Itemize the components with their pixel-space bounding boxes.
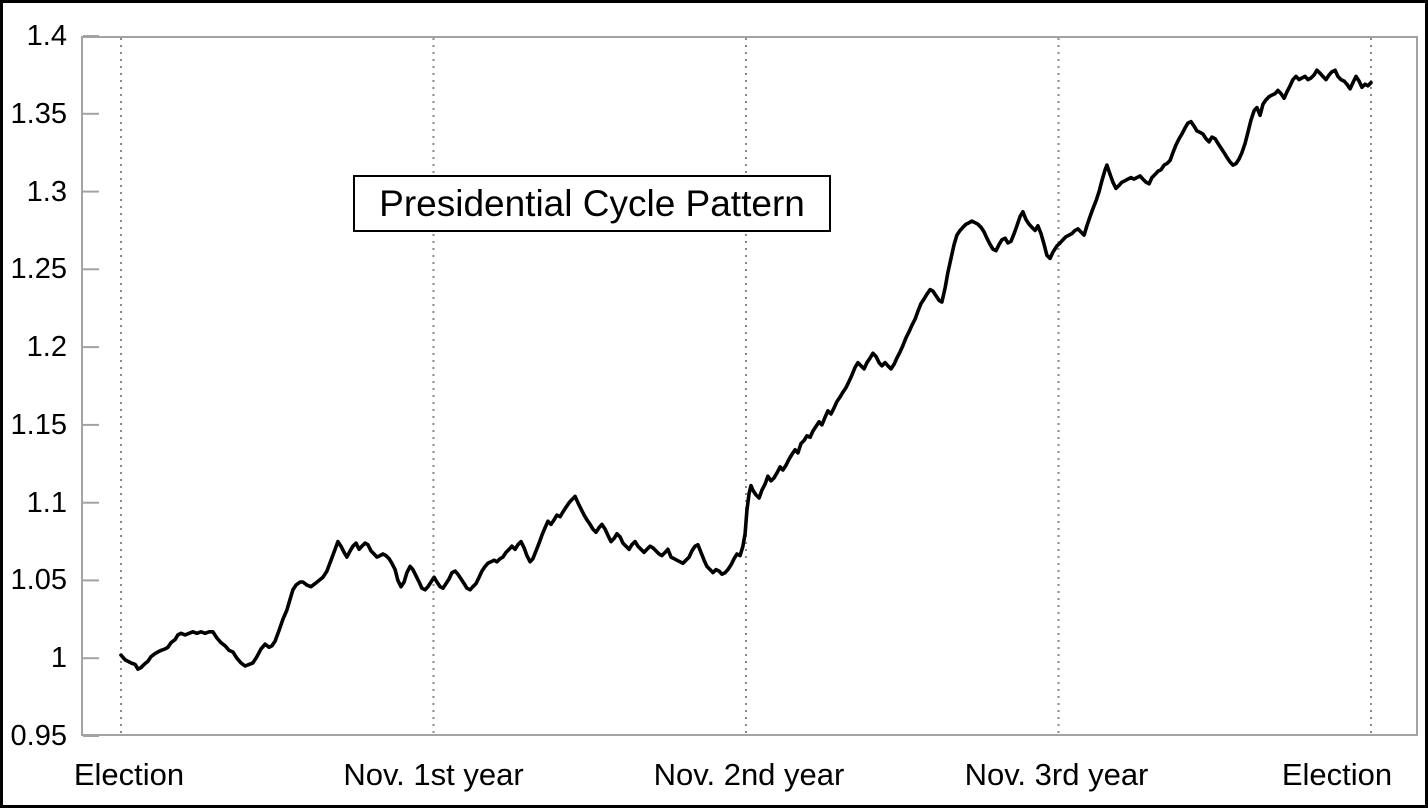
plot-area — [81, 35, 1418, 737]
chart-title: Presidential Cycle Pattern — [379, 183, 805, 224]
y-axis-label: 1.35 — [10, 97, 67, 130]
y-axis-label: 1.3 — [26, 175, 67, 208]
y-axis-label: 0.95 — [10, 720, 67, 752]
x-axis-label: Election — [73, 757, 185, 792]
y-axis-label: 1.15 — [10, 408, 67, 441]
x-axis-label: Nov. 1st year — [343, 757, 524, 792]
x-axis-label: Nov. 3rd year — [964, 757, 1149, 792]
y-axis-label: 1.1 — [26, 486, 67, 519]
chart-title-box: Presidential Cycle Pattern — [353, 175, 831, 232]
y-axis-label: 1 — [50, 642, 67, 675]
x-axis-label: Nov. 2nd year — [653, 757, 845, 792]
y-axis-label: 1.4 — [26, 20, 67, 52]
y-axis-label: 1.2 — [26, 331, 67, 364]
y-axis-label: 1.05 — [10, 564, 67, 597]
y-axis-label: 1.25 — [10, 253, 67, 286]
price-line-chart — [81, 35, 1418, 737]
x-axis-label: Election — [1281, 757, 1393, 792]
